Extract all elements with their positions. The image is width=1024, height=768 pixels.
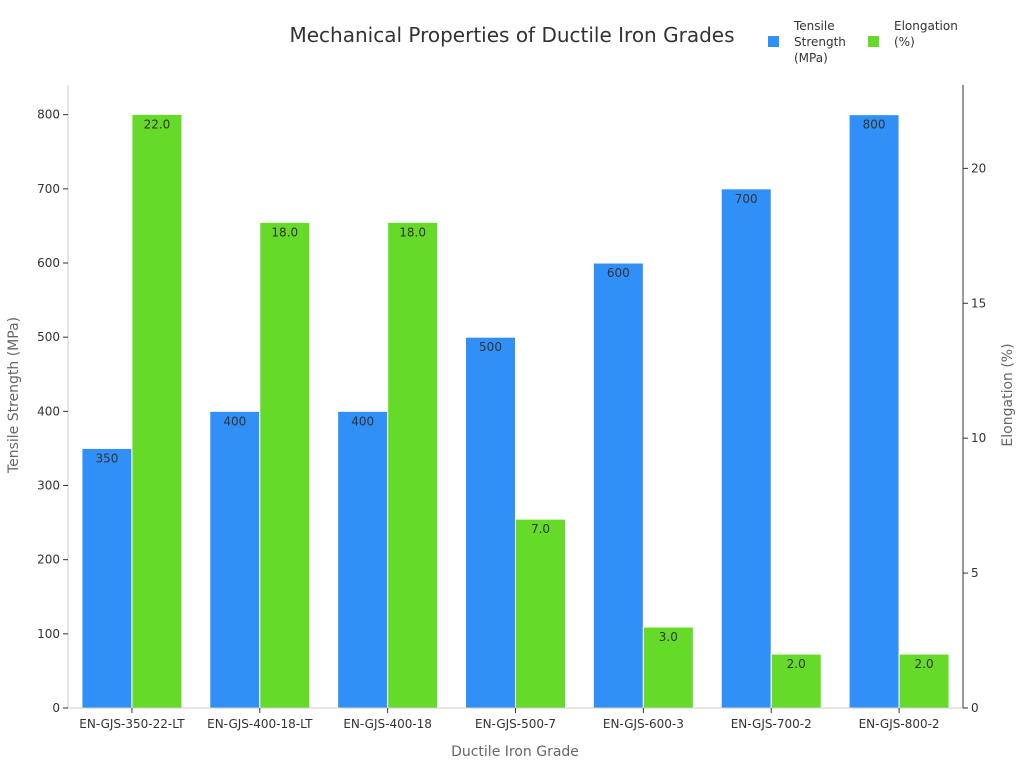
y-tick-label-3: 300 [37, 479, 60, 493]
bar-elongation-5 [770, 653, 822, 709]
data-label-elongation-6: 2.0 [915, 657, 934, 671]
data-label-elongation-4: 3.0 [659, 630, 678, 644]
x-tick-label-1: EN-GJS-400-18-LT [207, 717, 313, 731]
data-label-elongation-0: 22.0 [144, 117, 171, 131]
y-tick-label-5: 500 [37, 330, 60, 344]
y-axis-title-left: Tensile Strength (MPa) [6, 317, 22, 474]
bar-elongation-2 [387, 221, 439, 709]
bar-tensile-1 [209, 410, 261, 709]
data-label-tensile-5: 700 [735, 192, 758, 206]
y2-tick-label-2: 10 [971, 431, 986, 445]
y-tick-label-7: 700 [37, 182, 60, 196]
x-tick-label-0: EN-GJS-350-22-LT [79, 717, 185, 731]
y-tick-label-4: 400 [37, 404, 60, 418]
bar-tensile-3 [465, 336, 516, 709]
x-tick-label-3: EN-GJS-500-7 [475, 717, 556, 731]
y-tick-label-8: 800 [37, 108, 60, 122]
bar-tensile-2 [337, 410, 389, 709]
bar-elongation-6 [898, 653, 950, 709]
chart-title: Mechanical Properties of Ductile Iron Gr… [290, 23, 735, 47]
y-tick-label-0: 0 [52, 701, 60, 715]
data-label-elongation-3: 7.0 [531, 522, 550, 536]
bar-tensile-5 [720, 188, 772, 709]
bar-tensile-4 [592, 262, 644, 709]
x-axis-title: Ductile Iron Grade [451, 744, 579, 760]
x-tick-label-4: EN-GJS-600-3 [603, 717, 684, 731]
data-label-elongation-5: 2.0 [787, 657, 806, 671]
data-label-tensile-2: 400 [351, 414, 374, 428]
data-label-elongation-2: 18.0 [399, 225, 426, 239]
bar-elongation-1 [259, 221, 311, 709]
data-label-tensile-0: 350 [95, 451, 118, 465]
bars-group [81, 113, 950, 709]
x-tick-label-6: EN-GJS-800-2 [859, 717, 940, 731]
y2-tick-label-0: 0 [971, 701, 979, 715]
x-tick-label-2: EN-GJS-400-18 [343, 717, 432, 731]
bar-elongation-4 [642, 626, 694, 709]
bar-elongation-3 [515, 518, 566, 709]
legend-swatch-elongation [868, 36, 879, 47]
legend-label-elongation-line-0: Elongation [894, 19, 958, 33]
legend-swatch-tensile [768, 36, 779, 47]
y2-tick-label-1: 5 [971, 566, 979, 580]
bar-elongation-0 [131, 113, 183, 709]
data-label-tensile-1: 400 [223, 414, 246, 428]
data-label-elongation-1: 18.0 [271, 225, 298, 239]
legend-label-tensile-line-2: (MPa) [794, 51, 828, 65]
y2-tick-label-4: 20 [971, 161, 986, 175]
legend: Tensile Strength (MPa) Elongation (%) [768, 19, 958, 65]
x-tick-label-5: EN-GJS-700-2 [731, 717, 812, 731]
bar-tensile-6 [848, 114, 900, 709]
bar-tensile-0 [81, 447, 133, 709]
y-tick-label-6: 600 [37, 256, 60, 270]
legend-label-tensile-line-0: Tensile [793, 19, 835, 33]
legend-label-tensile-line-1: Strength [794, 35, 846, 49]
axes-group: 0 100 200 300 400 500 600 700 800 0 5 10 15 20 EN-GJS-… [37, 85, 986, 731]
data-label-tensile-4: 600 [607, 266, 630, 280]
data-label-tensile-3: 500 [479, 340, 502, 354]
y-tick-label-1: 100 [37, 627, 60, 641]
legend-label-elongation-line-1: (%) [894, 35, 915, 49]
data-labels-group: 350 22.0 400 18.0 400 18.0 500 7.0 600 3.0 700 2.0 8… [95, 117, 933, 671]
y2-tick-label-3: 15 [971, 296, 986, 310]
data-label-tensile-6: 800 [863, 118, 886, 132]
y-axis-title-right: Elongation (%) [1000, 343, 1016, 446]
y-tick-label-2: 200 [37, 553, 60, 567]
